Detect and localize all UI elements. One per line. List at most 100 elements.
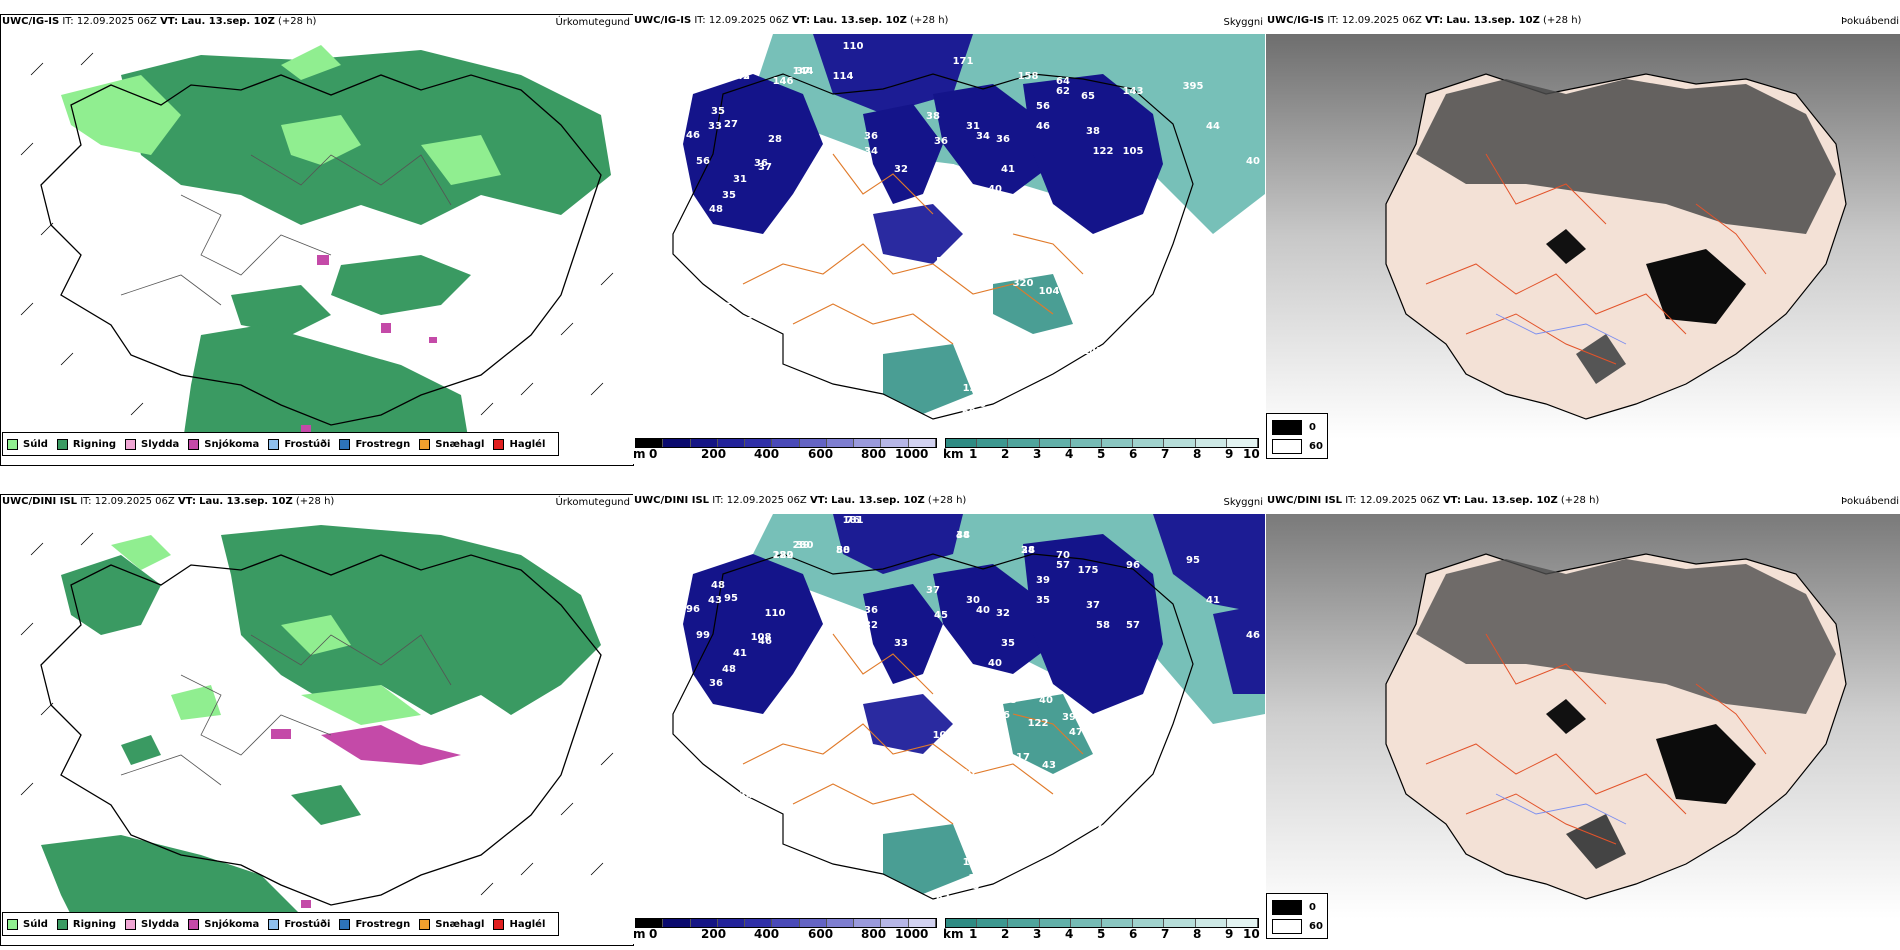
cloudbase-tick: 600: [808, 927, 834, 941]
legend-item: Súld: [7, 918, 48, 930]
cloud-base-label: 43: [1042, 760, 1056, 771]
visibility-unit: km: [943, 927, 964, 941]
cloud-base-label: 39: [966, 750, 980, 761]
cloud-base-label: 136: [963, 383, 984, 394]
cloud-base-label: 56: [696, 156, 710, 167]
cloudbase-strip: [635, 438, 937, 448]
cloud-base-label: 38: [1086, 126, 1100, 137]
cloudbase-unit: m: [633, 927, 646, 941]
precip-title-top: UWC/IG-IS IT: 12.09.2025 06Z VT: Lau. 13…: [2, 16, 317, 27]
cloud-base-label: 32: [864, 620, 878, 631]
cloud-base-label: 117: [1083, 820, 1104, 831]
cloud-base-label: 90: [936, 419, 950, 430]
cloud-base-label: 44: [1206, 121, 1220, 132]
visibility-tick: 8: [1193, 927, 1202, 941]
cloud-base-label: 59: [936, 256, 950, 267]
cloud-base-label: 35: [722, 190, 736, 201]
cloudbase-colorbar-top: m 0 200 400 600 800 1000: [633, 438, 939, 464]
legend-item: Rigning: [56, 918, 116, 930]
cloud-base-label: 123: [987, 383, 1008, 394]
visibility-tick: 10: [1243, 447, 1260, 461]
cloud-base-label: 17: [1016, 752, 1030, 763]
legend-item: Súld: [7, 438, 48, 450]
cloudbase-tick: 400: [754, 447, 780, 461]
precip-legend-top: Súld Rigning Slydda Snjókoma Frostúði Fr…: [2, 432, 560, 456]
cloud-base-label: 34: [956, 530, 970, 541]
cloud-base-label: 35: [1001, 638, 1015, 649]
cloud-base-label: 85: [961, 294, 975, 305]
cloud-base-label: 56: [1036, 101, 1050, 112]
visibility-colorbar-top: km 1 2 3 4 5 6 7 8 9 10: [943, 438, 1263, 464]
cloud-base-label: 40: [961, 768, 975, 779]
cloud-base-label: 95: [724, 593, 738, 604]
cloud-base-label: 61: [1018, 204, 1032, 215]
cloud-base-label: 41: [733, 648, 747, 659]
cloudbase-strip: [635, 918, 937, 928]
cloud-base-label: 395: [1183, 81, 1204, 92]
cloud-base-label: 95: [1186, 555, 1200, 566]
cloud-base-label: 230: [793, 540, 814, 551]
cloud-base-label: 78: [1039, 221, 1053, 232]
cloud-label-top: Skyggni: [1223, 17, 1263, 28]
cloud-base-label: 39: [796, 540, 810, 551]
fog-title-top: UWC/IG-IS IT: 12.09.2025 06Z VT: Lau. 13…: [1267, 15, 1582, 26]
cloud-base-label: 45: [739, 316, 753, 327]
cloud-base-label: 37: [926, 585, 940, 596]
visibility-tick: 2: [1001, 927, 1010, 941]
cloud-base-label: 105: [1123, 146, 1144, 157]
cloud-base-label: 27: [724, 119, 738, 130]
cloud-base-label: 48: [975, 201, 989, 212]
visibility-strip: [945, 918, 1259, 928]
cloud-base-label: 143: [1123, 86, 1144, 97]
cloud-base-label: 96: [686, 604, 700, 615]
fog-label-bottom: Þokuábendi: [1841, 496, 1900, 507]
fog-legend-item: 0: [1272, 900, 1316, 915]
cloud-base-label: 30: [726, 770, 740, 781]
cloud-base-label: 116: [1133, 738, 1154, 749]
cloud-base-label: 36: [934, 136, 948, 147]
cloudbase-tick: 0: [649, 927, 658, 941]
cloud-base-label: 63: [966, 276, 980, 287]
cloud-base-label: 233: [969, 873, 990, 884]
cloud-base-label: 33: [894, 638, 908, 649]
fog-map-top: [1266, 34, 1900, 439]
visibility-tick: 10: [1243, 927, 1260, 941]
cloud-base-label: 222: [773, 550, 794, 561]
legend-item: Haglél: [493, 438, 545, 450]
cloud-base-label: 175: [1078, 565, 1099, 576]
cloud-base-label: 31: [733, 174, 747, 185]
visibility-tick: 4: [1065, 447, 1074, 461]
cloud-base-label: 77: [1069, 253, 1083, 264]
cloud-base-label: 63: [996, 236, 1010, 247]
cloud-title-top: UWC/IG-IS IT: 12.09.2025 06Z VT: Lau. 13…: [634, 15, 949, 26]
cloud-base-label: 58: [1096, 620, 1110, 631]
fog-legend-bottom: 0 60: [1266, 893, 1328, 939]
cloud-base-label: 63: [936, 893, 950, 904]
fog-legend-item: 60: [1272, 919, 1323, 934]
cloud-base-label: 114: [833, 71, 854, 82]
visibility-tick: 8: [1193, 447, 1202, 461]
cloud-base-label: 99: [696, 630, 710, 641]
precip-label-top: Úrkomutegund: [555, 17, 630, 28]
legend-item: Frostregn: [339, 438, 410, 450]
visibility-tick: 7: [1161, 927, 1170, 941]
cloud-base-label: 37: [746, 735, 760, 746]
cloud-base-label: 40: [1246, 156, 1260, 167]
precip-panel-bottom: UWC/DINI ISL IT: 12.09.2025 06Z VT: Lau.…: [0, 494, 634, 946]
fog-panel-bottom: UWC/DINI ISL IT: 12.09.2025 06Z VT: Lau.…: [1266, 494, 1900, 944]
fog-label-top: Þokuábendi: [1841, 16, 1900, 27]
cloud-base-label: 158: [1018, 71, 1039, 82]
cloud-base-label: 40: [988, 658, 1002, 669]
precip-legend-bottom: Súld Rigning Slydda Snjókoma Frostúði Fr…: [2, 912, 560, 936]
cloud-base-label: 40: [988, 184, 1002, 195]
cloud-base-label: 41: [1206, 595, 1220, 606]
cloud-base-label: 34: [1021, 545, 1035, 556]
cloud-base-label: 50: [836, 545, 850, 556]
precip-title-bottom: UWC/DINI ISL IT: 12.09.2025 06Z VT: Lau.…: [2, 496, 335, 507]
cloudbase-tick: 1000: [895, 927, 929, 941]
cloud-base-label: 37: [758, 162, 772, 173]
cloud-base-label: 180: [773, 550, 794, 561]
cloud-base-label: 48: [711, 580, 725, 591]
